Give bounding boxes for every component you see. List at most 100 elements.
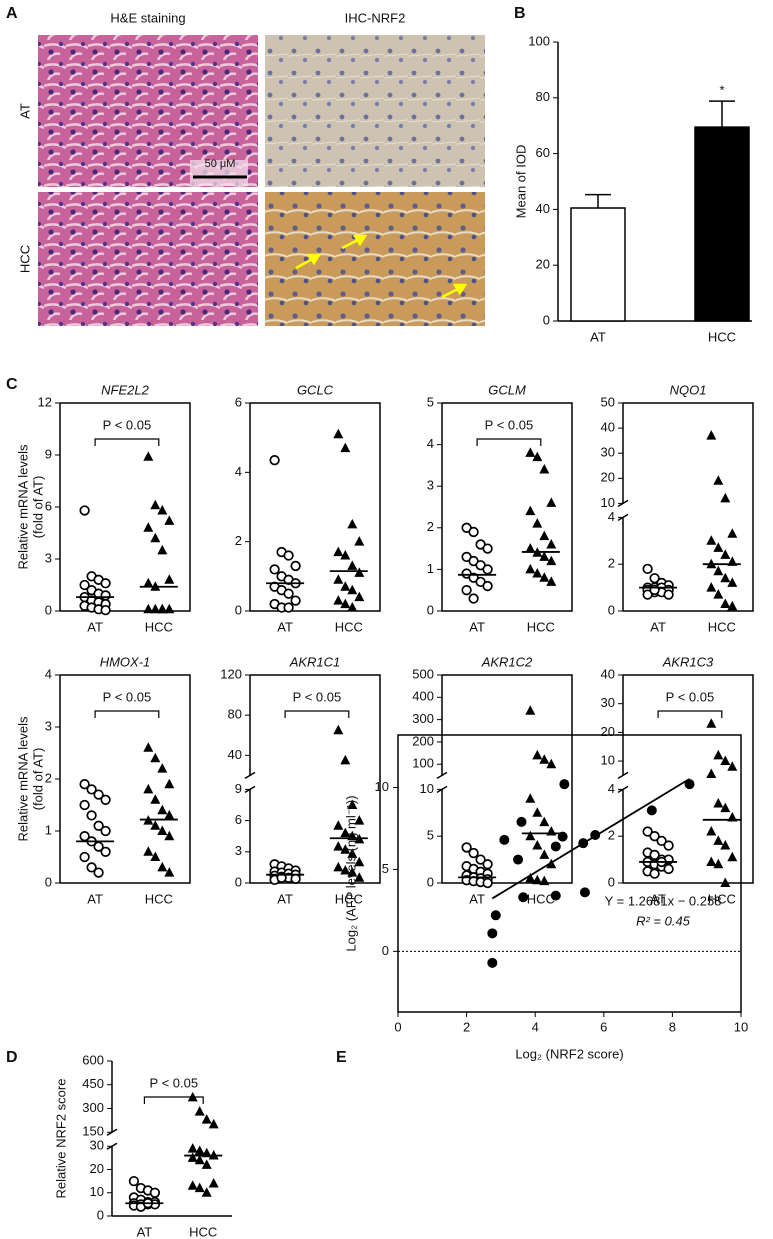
x-tick-label: HCC (708, 329, 736, 344)
y-tick-label: 40 (601, 666, 615, 681)
point (208, 1118, 219, 1129)
point (518, 892, 529, 903)
x-tick-label: 10 (734, 1019, 748, 1034)
point (354, 872, 365, 882)
point (194, 1154, 205, 1165)
point (539, 875, 550, 886)
point (720, 598, 731, 608)
x-tick-label: HCC (145, 891, 173, 906)
point (532, 518, 543, 528)
point (79, 851, 90, 863)
point (720, 802, 731, 813)
point (539, 816, 550, 827)
x-tick-label: AT (137, 1224, 153, 1239)
y-tick-label: 4 (45, 666, 52, 681)
y-tick-label: 9 (235, 781, 242, 796)
point (354, 536, 365, 546)
point (713, 749, 724, 760)
frame (250, 402, 381, 612)
significance: * (719, 83, 724, 98)
point (347, 602, 358, 612)
point (649, 868, 660, 879)
point (93, 789, 104, 800)
fit-line (491, 778, 691, 900)
y-tick-label: 30 (601, 695, 615, 710)
point (164, 809, 175, 820)
chart-title: GCLC (297, 382, 334, 397)
bar (694, 126, 750, 322)
point (525, 830, 536, 841)
point (201, 1187, 212, 1197)
fit-equation: Y = 1.2681x − 0.258 (605, 893, 722, 908)
y-tick-label: 3 (235, 843, 242, 858)
scale-bar-label: 50 μM (205, 158, 236, 170)
point (164, 515, 175, 525)
y-tick-label: 500 (412, 666, 434, 681)
point (546, 576, 557, 586)
bracket (94, 710, 160, 718)
y-tick-label: 400 (412, 689, 434, 704)
point (727, 528, 738, 538)
frame (60, 402, 191, 612)
point (546, 555, 557, 566)
point (461, 585, 472, 596)
point (164, 603, 175, 614)
frame (250, 674, 381, 884)
point (539, 551, 550, 561)
y-tick-label: 20 (536, 257, 550, 272)
column-title: IHC-NRF2 (345, 10, 406, 25)
point (713, 475, 724, 485)
micrograph (38, 192, 258, 326)
annotation: P < 0.05 (293, 689, 342, 704)
point (513, 854, 524, 865)
point (347, 560, 358, 570)
point (290, 560, 301, 572)
y-tick-label: 2 (608, 556, 615, 571)
y-tick-label: 4 (427, 436, 434, 451)
point (290, 873, 301, 884)
point (482, 859, 493, 870)
point (499, 834, 510, 845)
point (157, 603, 168, 614)
point (642, 563, 653, 575)
chart-title: HMOX-1 (100, 654, 151, 669)
panel-label: E (336, 1049, 347, 1066)
y-tick-label: 0 (427, 602, 434, 617)
point (93, 820, 104, 831)
point (713, 589, 724, 599)
y-tick-label: 2 (45, 770, 52, 785)
frame (397, 734, 742, 1013)
x-tick-label: AT (469, 891, 485, 906)
frame (623, 674, 754, 884)
y-tick-label: 50 (601, 394, 615, 409)
point (532, 568, 543, 578)
bracket (476, 438, 542, 446)
y-tick-label: 0 (235, 874, 242, 889)
point (208, 1177, 219, 1188)
point (706, 856, 717, 866)
point (283, 550, 294, 561)
point (100, 578, 111, 589)
frame (442, 402, 573, 612)
point (516, 816, 527, 827)
chart-title: NFE2L2 (101, 382, 149, 397)
x-tick-label: HCC (335, 891, 363, 906)
annotation: P < 0.05 (666, 689, 715, 704)
point (539, 572, 550, 582)
point (100, 846, 111, 857)
y-tick-label: 40 (601, 420, 615, 435)
y-tick-label: 9 (45, 446, 52, 461)
point (157, 504, 168, 515)
point (557, 831, 568, 842)
r-squared: R² = 0.45 (636, 913, 691, 928)
column-title: H&E staining (110, 10, 185, 25)
point (649, 831, 660, 842)
y-tick-label: 2 (427, 519, 434, 534)
point (333, 724, 344, 735)
point (475, 854, 486, 865)
y-tick-label: 450 (82, 1076, 104, 1091)
point (727, 761, 738, 771)
bracket (143, 1096, 204, 1104)
y-tick-label: 300 (412, 711, 434, 726)
